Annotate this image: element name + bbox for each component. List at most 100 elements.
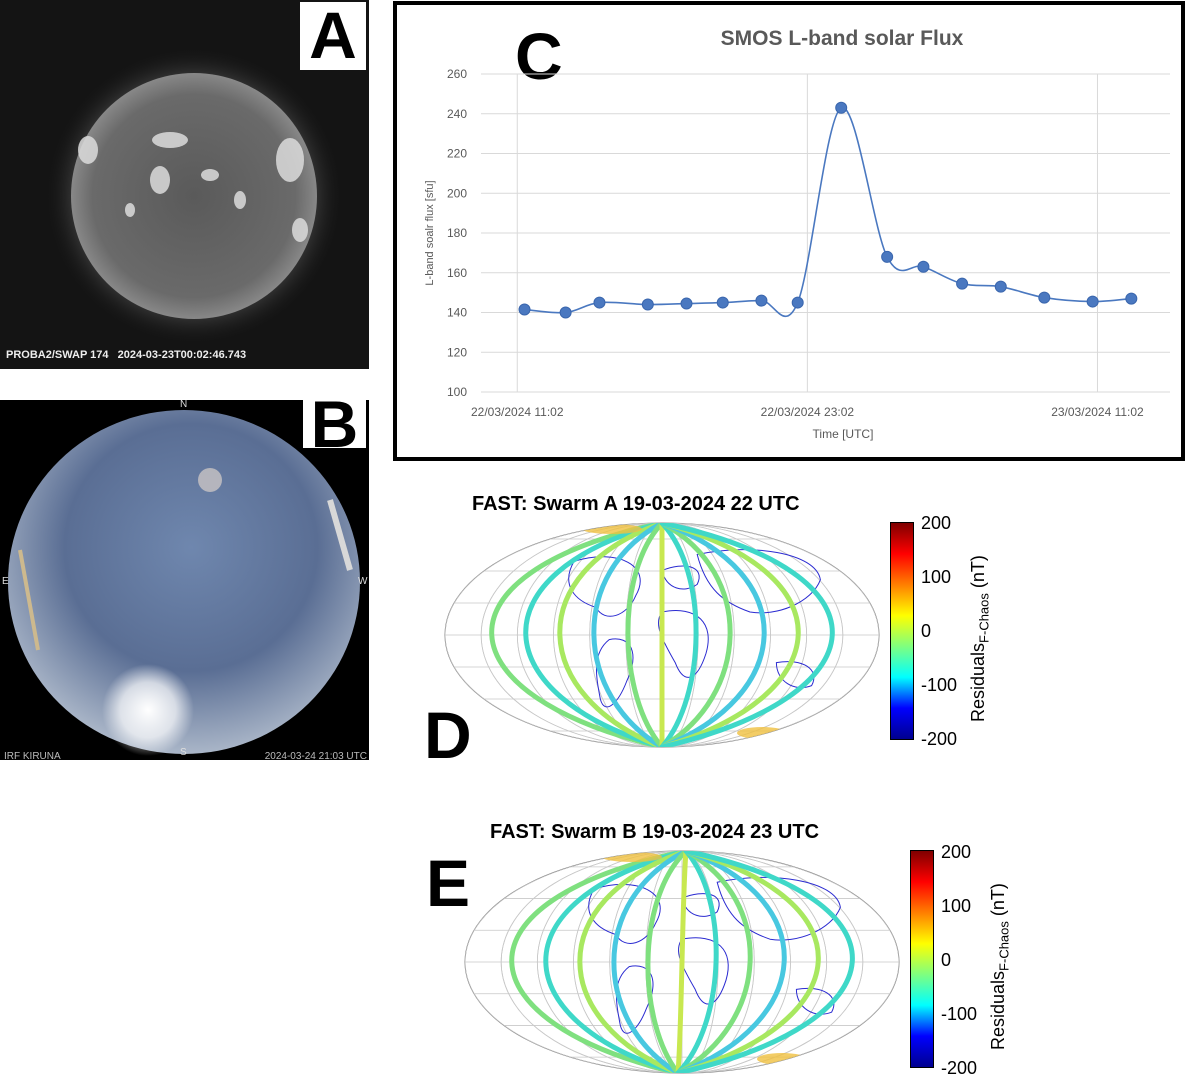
continent-outline: [661, 565, 700, 590]
panel-c-label: C: [515, 19, 563, 93]
x-tick-label: 22/03/2024 11:02: [471, 405, 564, 419]
panel-a-label: A: [300, 2, 366, 70]
colorbar-unit: (nT): [968, 555, 988, 589]
flux-data-point: [994, 280, 1007, 293]
continent-outline: [681, 893, 720, 917]
flux-data-point: [835, 101, 848, 114]
continent-outline: [716, 876, 841, 941]
colorbar-label-text: Residuals: [988, 970, 1008, 1050]
meridian-line: [516, 523, 808, 747]
flux-data-point: [593, 296, 606, 309]
flux-data-point: [716, 296, 729, 309]
meridian-line: [609, 851, 755, 1073]
swarm-a-title: FAST: Swarm A 19-03-2024 22 UTC: [472, 493, 800, 515]
flux-data-point: [1038, 291, 1051, 304]
swarm-b-colorbar-tick: 0: [941, 950, 952, 970]
panel-e-label: E: [426, 846, 471, 920]
satellite-track: [523, 523, 665, 747]
y-tick-label: 140: [447, 306, 467, 320]
flux-data-point: [956, 277, 969, 290]
swarm-b-title: FAST: Swarm B 19-03-2024 23 UTC: [490, 821, 820, 843]
all-sky-image: [0, 400, 369, 760]
panel-d-label: D: [424, 698, 472, 772]
swarm-b-colorbar-label: ResidualsF-Chaos (nT): [988, 883, 1012, 1050]
satellite-track: [509, 851, 689, 1073]
x-tick-label: 23/03/2024 11:02: [1051, 405, 1144, 419]
flux-data-point: [881, 250, 894, 263]
compass-south: S: [180, 747, 187, 758]
satellite-track: [645, 851, 689, 1073]
satellite-track: [675, 851, 787, 1073]
flux-data-point: [518, 303, 531, 316]
satellite-track: [659, 523, 835, 747]
residual-hotspot: [757, 1053, 807, 1065]
flux-data-point: [559, 306, 572, 319]
flux-data-point: [680, 297, 693, 310]
flux-data-point: [791, 296, 804, 309]
colorbar-label-sub: F-Chaos: [996, 921, 1012, 971]
swarm-a-map: [444, 522, 880, 748]
swarm-a-colorbar-label: ResidualsF-Chaos (nT): [968, 555, 992, 722]
colorbar-unit: (nT): [988, 883, 1008, 917]
y-tick-label: 100: [447, 385, 467, 399]
satellite-track: [557, 523, 665, 747]
satellite-track: [659, 523, 733, 747]
smos-chart-panel: C SMOS L-band solar Flux 100 120 140 160 180…: [393, 1, 1185, 461]
swarm-a-colorbar-tick: 100: [921, 567, 952, 587]
meridian-line: [500, 851, 864, 1073]
swarm-b-colorbar-tick: -100: [941, 1004, 978, 1024]
satellite-track: [611, 851, 689, 1073]
satellite-track: [675, 851, 719, 1073]
panel-b-label: B: [303, 391, 366, 457]
smos-flux-chart: C SMOS L-band solar Flux 100 120 140 160 180…: [424, 19, 1170, 441]
satellite-track: [577, 851, 689, 1073]
colorbar-label-text: Residuals: [968, 642, 988, 722]
y-tick-label: 200: [447, 186, 467, 200]
swarm-b-colorbar-tick: 200: [941, 842, 972, 862]
flux-data-point: [1086, 295, 1099, 308]
flux-data-point: [755, 294, 768, 307]
y-tick-label: 260: [447, 67, 467, 81]
meridian-line: [589, 523, 735, 747]
satellite-track: [659, 523, 801, 747]
x-tick-label: 22/03/2024 23:02: [761, 405, 855, 419]
y-tick-label: 240: [447, 107, 467, 121]
swarm-a-colorbar: [890, 522, 914, 740]
swarm-b-map: [464, 850, 900, 1074]
y-tick-label: 160: [447, 266, 467, 280]
colorbar-label-sub: F-Chaos: [976, 593, 992, 643]
compass-north: N: [180, 400, 188, 410]
compass-west: W: [358, 576, 368, 587]
x-axis-label: Time [UTC]: [813, 427, 874, 441]
meridian-line: [553, 523, 771, 747]
satellite-track: [591, 523, 665, 747]
satellite-track: [659, 523, 699, 747]
swarm-a-colorbar-tick: 0: [921, 621, 932, 641]
all-sky-camera-panel: N E W S IRF KIRUNA 2024-03-24 21:03 UTC: [0, 400, 369, 760]
satellite-track: [675, 851, 855, 1073]
swarm-a-colorbar-tick: -100: [921, 675, 958, 695]
compass-east: E: [2, 576, 9, 587]
swarm-b-colorbar-tick: 100: [941, 896, 972, 916]
satellite-track: [659, 523, 767, 747]
y-axis-label: L-band soalr flux [sfu]: [424, 180, 436, 285]
chart-title: SMOS L-band solar Flux: [721, 27, 964, 50]
flux-data-point: [917, 260, 930, 273]
swarm-a-colorbar-tick: -200: [921, 729, 958, 749]
swarm-b-colorbar: [910, 850, 934, 1068]
y-tick-label: 180: [447, 226, 467, 240]
satellite-track: [675, 851, 689, 1073]
satellite-track: [625, 523, 665, 747]
satellite-track: [675, 851, 821, 1073]
swarm-a-colorbar-tick: 200: [921, 513, 952, 533]
camera-time-caption: 2024-03-24 21:03 UTC: [264, 751, 367, 760]
satellite-track: [675, 851, 753, 1073]
meridian-line: [573, 851, 791, 1073]
meridian-line: [480, 523, 844, 747]
y-tick-label: 220: [447, 147, 467, 161]
residual-hotspot: [737, 727, 787, 739]
solar-image-caption: PROBA2/SWAP 174 2024-03-23T00:02:46.743: [6, 349, 247, 361]
swarm-b-colorbar-tick: -200: [941, 1058, 978, 1078]
y-tick-label: 120: [447, 345, 467, 359]
satellite-track: [489, 523, 665, 747]
